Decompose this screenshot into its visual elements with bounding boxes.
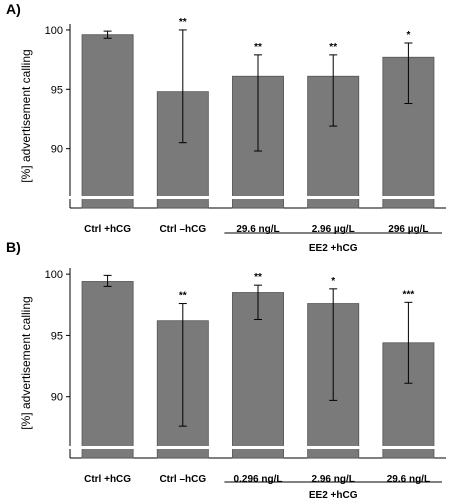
significance-label: ** bbox=[179, 291, 187, 302]
y-tick-label: 100 bbox=[45, 25, 63, 37]
bar-break bbox=[381, 196, 435, 199]
significance-label: ** bbox=[329, 42, 337, 53]
x-tick-label: 29.6 ng/L bbox=[387, 474, 430, 485]
bar-break bbox=[156, 446, 210, 449]
bar-break bbox=[231, 196, 285, 199]
bar-break bbox=[81, 446, 135, 449]
significance-label: ** bbox=[179, 17, 187, 28]
chart-panel-2: B) [%] advertisement calling 90 95 100 Ctrl +… bbox=[6, 239, 446, 499]
bar bbox=[81, 281, 134, 459]
x-tick-label: Ctrl +hCG bbox=[84, 224, 131, 235]
y-tick-label: 95 bbox=[51, 84, 63, 96]
x-tick-label: 2.96 µg/L bbox=[312, 224, 355, 235]
panel-label: A) bbox=[6, 1, 21, 17]
significance-label: ** bbox=[254, 272, 262, 283]
panel-label: B) bbox=[6, 239, 21, 255]
group-label: EE2 +hCG bbox=[309, 243, 358, 254]
x-tick-label: Ctrl –hCG bbox=[159, 224, 206, 235]
y-axis-label: [%] advertisement calling bbox=[19, 296, 33, 429]
y-tick-label: 100 bbox=[45, 269, 63, 281]
bar-break bbox=[231, 446, 285, 449]
x-tick-label: 2.96 ng/L bbox=[312, 474, 355, 485]
x-tick-label: Ctrl –hCG bbox=[159, 474, 206, 485]
y-tick-label: 90 bbox=[51, 144, 63, 156]
bar-break bbox=[306, 446, 360, 449]
significance-label: * bbox=[331, 276, 335, 287]
x-tick-label: 296 µg/L bbox=[388, 224, 428, 235]
y-tick-label: 90 bbox=[51, 392, 63, 404]
y-axis-break bbox=[67, 446, 73, 449]
y-axis-break bbox=[67, 196, 73, 199]
x-tick-label: Ctrl +hCG bbox=[84, 474, 131, 485]
group-label: EE2 +hCG bbox=[309, 490, 358, 499]
significance-label: ** bbox=[254, 42, 262, 53]
bar-break bbox=[381, 446, 435, 449]
bar-break bbox=[81, 196, 135, 199]
y-axis-label: [%] advertisement calling bbox=[19, 49, 33, 182]
significance-label: *** bbox=[403, 289, 415, 300]
bar bbox=[81, 34, 134, 209]
x-tick-label: 0.296 ng/L bbox=[234, 474, 283, 485]
bar-break bbox=[306, 196, 360, 199]
x-tick-label: 29.6 ng/L bbox=[236, 224, 279, 235]
chart-panel-1: A) [%] advertisement calling 90 95 100 Ctrl +… bbox=[6, 1, 446, 254]
bar bbox=[232, 292, 284, 459]
bar-break bbox=[156, 196, 210, 199]
y-tick-label: 95 bbox=[51, 330, 63, 342]
significance-label: * bbox=[406, 30, 410, 41]
